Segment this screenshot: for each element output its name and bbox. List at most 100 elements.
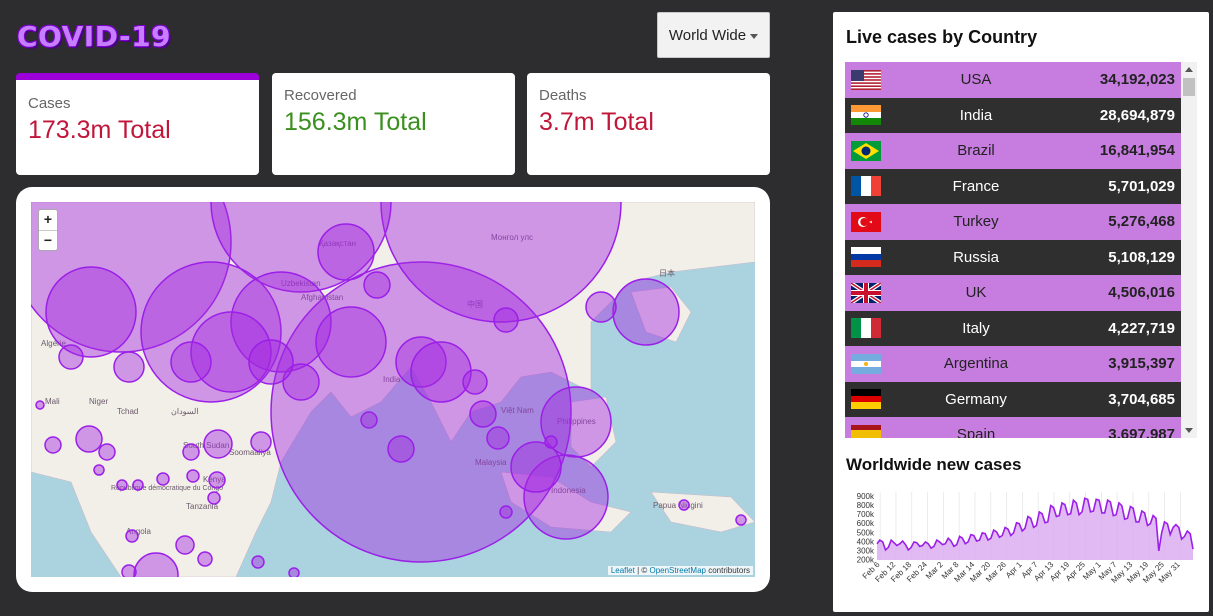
- map-label: Kenya: [203, 475, 226, 484]
- y-tick-label: 900k: [857, 492, 875, 501]
- case-circle: [395, 336, 447, 388]
- case-circle: [93, 464, 105, 476]
- osm-link[interactable]: OpenStreetMap: [649, 566, 706, 575]
- cases-card[interactable]: Cases 173.3m Total: [16, 73, 259, 175]
- country-row[interactable]: Brazil 16,841,954: [845, 133, 1181, 169]
- map-label: 中国: [467, 299, 483, 309]
- fr-flag-icon: [851, 176, 881, 197]
- country-name: Turkey: [953, 213, 999, 231]
- x-tick-label: Apr 1: [1004, 560, 1024, 580]
- case-circle: [35, 400, 45, 410]
- case-circle: [208, 471, 226, 489]
- recovered-card[interactable]: Recovered 156.3m Total: [272, 73, 515, 175]
- country-cases: 5,276,468: [1108, 213, 1175, 231]
- country-name: Brazil: [957, 142, 995, 160]
- map-label: Indonesia: [551, 486, 586, 495]
- case-circle: [585, 291, 617, 323]
- leaflet-link[interactable]: Leaflet: [610, 566, 635, 575]
- y-tick-label: 700k: [857, 510, 875, 519]
- map-label: Algérie: [41, 339, 66, 348]
- de-flag-icon: [851, 389, 881, 410]
- tr-flag-icon: [851, 211, 881, 232]
- country-cases: 34,192,023: [1099, 71, 1175, 89]
- y-tick-label: 500k: [857, 528, 875, 537]
- country-table-scrollbar[interactable]: [1181, 62, 1197, 438]
- attribution-tail: contributors: [705, 566, 750, 575]
- country-row[interactable]: USA 34,192,023: [845, 62, 1181, 98]
- zoom-in-button[interactable]: +: [43, 211, 53, 227]
- case-circle: [44, 436, 62, 454]
- map-label: République démocratique du Congo: [111, 485, 223, 492]
- case-circle: [493, 307, 519, 333]
- country-name: India: [959, 106, 993, 124]
- scroll-up-arrow-icon[interactable]: [1185, 67, 1193, 72]
- zoom-out-button[interactable]: −: [39, 230, 57, 250]
- country-cases: 28,694,879: [1099, 106, 1175, 124]
- map-label: Philippines: [557, 417, 596, 426]
- map-label: Angola: [126, 527, 151, 536]
- country-name: Spain: [956, 426, 996, 438]
- y-tick-label: 400k: [857, 537, 875, 546]
- case-circle: [170, 341, 212, 383]
- deaths-card[interactable]: Deaths 3.7m Total: [527, 73, 770, 175]
- case-circle: [116, 479, 128, 491]
- case-circle: [203, 429, 233, 459]
- y-tick-label: 800k: [857, 501, 875, 510]
- world-map[interactable]: Қазақстан Монгол улс 中国 日本 India Việt Na…: [31, 202, 755, 577]
- country-cases: 5,701,029: [1108, 177, 1175, 195]
- country-row[interactable]: Turkey 5,276,468: [845, 204, 1181, 240]
- case-circle: [387, 435, 415, 463]
- case-circle: [288, 567, 300, 577]
- case-circle: [98, 443, 116, 461]
- map-card: Қазақстан Монгол улс 中国 日本 India Việt Na…: [16, 187, 770, 592]
- case-circle: [230, 271, 332, 373]
- worldwide-title: Worldwide new cases: [846, 455, 1022, 474]
- case-circle: [282, 363, 320, 401]
- case-circle: [175, 535, 195, 555]
- country-row[interactable]: India 28,694,879: [845, 97, 1181, 133]
- zoom-control: + −: [38, 209, 58, 251]
- case-circle: [75, 425, 103, 453]
- country-row[interactable]: Argentina 3,915,397: [845, 346, 1181, 382]
- case-circle: [523, 454, 609, 540]
- map-label: Tanzania: [186, 502, 219, 511]
- y-tick-label: 300k: [857, 546, 875, 555]
- in-flag-icon: [851, 105, 881, 126]
- country-table[interactable]: USA 34,192,023 India 28,694,879 Brazil 16,841…: [845, 62, 1181, 438]
- case-circle: [510, 441, 562, 493]
- scroll-down-arrow-icon[interactable]: [1185, 428, 1193, 433]
- case-circle: [197, 551, 213, 567]
- case-circle: [380, 202, 622, 323]
- case-circle: [612, 278, 680, 346]
- case-circle: [58, 344, 84, 370]
- country-row[interactable]: Italy 4,227,719: [845, 310, 1181, 346]
- map-canvas[interactable]: Қазақстан Монгол улс 中国 日本 India Việt Na…: [31, 202, 755, 577]
- country-row[interactable]: Spain 3,697,987: [845, 417, 1181, 438]
- country-row[interactable]: UK 4,506,016: [845, 275, 1181, 311]
- country-row[interactable]: Russia 5,108,129: [845, 239, 1181, 275]
- es-flag-icon: [851, 424, 881, 438]
- map-label: South Sudan: [183, 441, 229, 450]
- country-name: France: [952, 177, 1000, 195]
- country-name: Italy: [962, 319, 990, 337]
- region-select[interactable]: World Wide: [657, 12, 770, 58]
- case-circle: [31, 202, 232, 353]
- scroll-thumb[interactable]: [1183, 78, 1195, 96]
- cases-total: 173.3m Total: [28, 116, 171, 144]
- gb-flag-icon: [851, 282, 881, 303]
- country-cases: 16,841,954: [1099, 142, 1175, 160]
- region-select-value: World Wide: [668, 26, 747, 44]
- map-label: Việt Nam: [501, 406, 534, 415]
- case-circle: [45, 266, 137, 358]
- case-circle: [486, 426, 510, 450]
- case-circle: [499, 505, 513, 519]
- case-circle: [251, 555, 265, 569]
- case-circle: [540, 386, 612, 458]
- country-row[interactable]: Germany 3,704,685: [845, 381, 1181, 417]
- country-cases: 4,506,016: [1108, 284, 1175, 302]
- case-circle: [363, 271, 391, 299]
- country-cases: 3,697,987: [1108, 426, 1175, 438]
- country-row[interactable]: France 5,701,029: [845, 168, 1181, 204]
- case-circle: [132, 479, 144, 491]
- map-label: Монгол улс: [491, 233, 533, 242]
